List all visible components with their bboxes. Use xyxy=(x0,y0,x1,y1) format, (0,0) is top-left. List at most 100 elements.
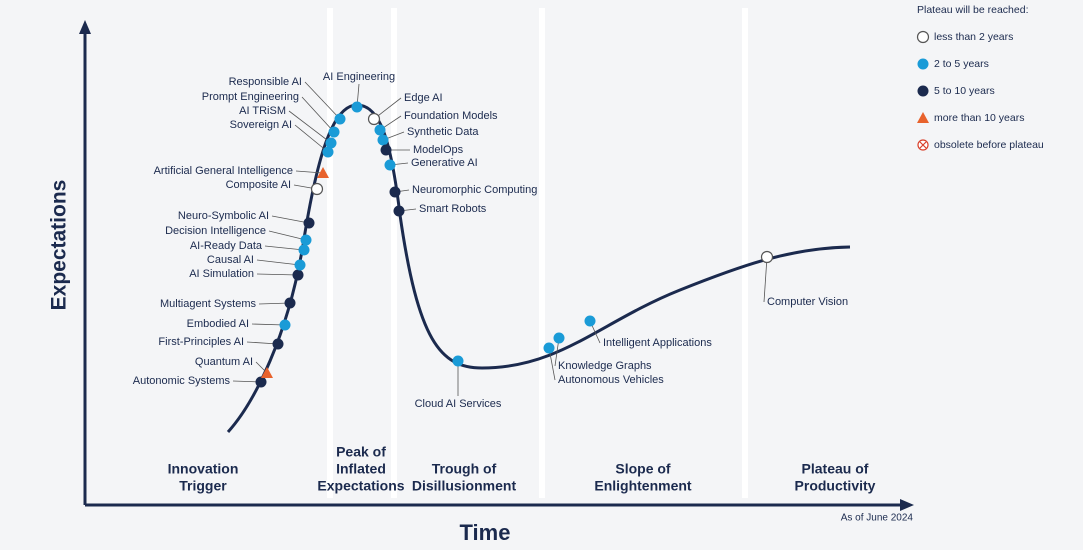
marker-2-to-5 xyxy=(300,234,312,246)
technology-label: Cloud AI Services xyxy=(415,398,502,410)
technology-label: ModelOps xyxy=(413,144,464,156)
technology-label: Autonomic Systems xyxy=(133,375,231,387)
phase-label: Innovation xyxy=(168,461,239,477)
technology-label: Computer Vision xyxy=(767,296,848,308)
marker-under-2 xyxy=(367,112,381,126)
marker-5-to-10 xyxy=(255,376,267,388)
legend-label: more than 10 years xyxy=(934,112,1024,124)
y-axis-label: Expectations xyxy=(48,180,71,311)
marker-2-to-5 xyxy=(334,113,346,125)
leader-line xyxy=(268,230,307,241)
marker-2-to-5 xyxy=(351,101,363,113)
technology-label: AI TRiSM xyxy=(239,105,286,117)
x-axis-label: Time xyxy=(460,520,511,545)
leader-line xyxy=(288,110,332,144)
leader-line xyxy=(271,215,310,224)
axes xyxy=(83,28,906,507)
marker-2-to-5 xyxy=(584,315,596,327)
marker-2-to-5 xyxy=(543,342,555,354)
leader-line xyxy=(304,81,341,120)
phase-label: Disillusionment xyxy=(412,478,517,494)
marker-2-to-5 xyxy=(298,244,310,256)
leader-line xyxy=(256,259,301,266)
leader-line xyxy=(763,256,768,303)
leader-line xyxy=(256,273,299,276)
phase-label: Enlightenment xyxy=(594,478,692,494)
technology-label: Intelligent Applications xyxy=(603,337,712,349)
marker-2-to-5 xyxy=(325,137,337,149)
divider xyxy=(327,8,333,498)
marker-2-to-5 xyxy=(377,134,389,146)
leader-line xyxy=(251,323,286,326)
legend-label: 5 to 10 years xyxy=(934,85,995,97)
technology-label: First-Principles AI xyxy=(158,336,244,348)
marker-5-to-10 xyxy=(272,338,284,350)
marker-over-10 xyxy=(317,167,329,178)
marker-2-to-5 xyxy=(452,355,464,367)
technology-label: Synthetic Data xyxy=(407,126,479,138)
technology-label: Multiagent Systems xyxy=(160,298,256,310)
marker-2-to-5 xyxy=(384,159,396,171)
phase-label: Expectations xyxy=(317,478,404,494)
marker-2-to-5 xyxy=(374,124,386,136)
legend-label: obsolete before plateau xyxy=(934,139,1044,151)
marker-2-to-5 xyxy=(553,332,565,344)
marker-2-to-5 xyxy=(917,58,929,70)
divider xyxy=(539,8,545,498)
marker-under-2 xyxy=(760,250,774,264)
marker-over-10 xyxy=(261,367,273,378)
technology-label: Decision Intelligence xyxy=(165,225,266,237)
marker-2-to-5 xyxy=(322,146,334,158)
divider xyxy=(742,8,748,498)
marker-5-to-10 xyxy=(380,144,392,156)
phase-label: Productivity xyxy=(795,478,876,494)
marker-5-to-10 xyxy=(917,85,929,97)
technology-label: Responsible AI xyxy=(229,76,302,88)
legend-label: 2 to 5 years xyxy=(934,58,989,70)
legend-label: less than 2 years xyxy=(934,31,1013,43)
technology-label: Smart Robots xyxy=(419,203,487,215)
y-arrow xyxy=(79,20,91,34)
marker-over-10 xyxy=(917,112,929,123)
technology-label: Embodied AI xyxy=(187,318,249,330)
technology-label: Neuromorphic Computing xyxy=(412,184,537,196)
technology-label: Artificial General Intelligence xyxy=(154,165,293,177)
leader-line xyxy=(264,245,305,251)
marker-2-to-5 xyxy=(294,259,306,271)
leader-line xyxy=(301,96,335,133)
legend-title: Plateau will be reached: xyxy=(917,4,1029,16)
technology-label: Knowledge Graphs xyxy=(558,360,652,372)
technology-label: Foundation Models xyxy=(404,110,498,122)
marker-5-to-10 xyxy=(284,297,296,309)
marker-2-to-5 xyxy=(279,319,291,331)
leader-line xyxy=(295,170,324,174)
technologies: Autonomic Systems Quantum AI First-Princip… xyxy=(133,71,848,410)
technology-label: Sovereign AI xyxy=(230,119,292,131)
note: As of June 2024 xyxy=(841,513,914,524)
phase-label: Peak of xyxy=(336,444,386,460)
phase-label: Trigger xyxy=(179,478,227,494)
technology-label: Quantum AI xyxy=(195,356,253,368)
marker-5-to-10 xyxy=(292,269,304,281)
x-arrow xyxy=(900,499,914,511)
technology-label: Causal AI xyxy=(207,254,254,266)
marker-5-to-10 xyxy=(393,205,405,217)
marker-5-to-10 xyxy=(303,217,315,229)
leader-line xyxy=(294,124,329,153)
marker-2-to-5 xyxy=(328,126,340,138)
phase-label: Inflated xyxy=(336,461,386,477)
phase-label: Trough of xyxy=(432,461,497,477)
technology-label: Composite AI xyxy=(226,179,291,191)
phase-label: Plateau of xyxy=(802,461,869,477)
marker-under-2 xyxy=(916,30,930,44)
phase-dividers xyxy=(327,8,748,498)
divider xyxy=(391,8,397,498)
technology-label: Neuro-Symbolic AI xyxy=(178,210,269,222)
technology-label: Autonomous Vehicles xyxy=(558,374,664,386)
marker-under-2 xyxy=(310,182,324,196)
technology-label: AI Simulation xyxy=(189,268,254,280)
marker-5-to-10 xyxy=(389,186,401,198)
technology-label: AI-Ready Data xyxy=(190,240,263,252)
phase-label: Slope of xyxy=(615,461,671,477)
